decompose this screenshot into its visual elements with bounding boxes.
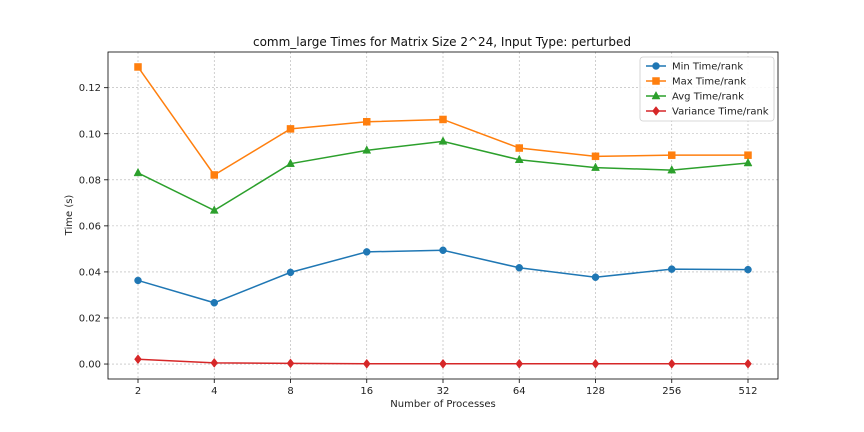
y-tick-label: 0.06 <box>79 221 101 232</box>
legend-label: Avg Time/rank <box>672 92 744 103</box>
data-point <box>515 264 523 272</box>
series-2 <box>134 63 752 179</box>
data-point <box>134 63 142 71</box>
legend-marker <box>652 106 660 116</box>
series-4 <box>134 354 752 369</box>
data-point <box>209 205 219 214</box>
chart-title: comm_large Times for Matrix Size 2^24, I… <box>253 35 631 49</box>
x-axis-label: Number of Processes <box>390 399 495 410</box>
data-point <box>363 248 371 256</box>
data-point <box>134 354 142 365</box>
series-group <box>133 63 753 369</box>
data-point <box>667 165 677 174</box>
data-point <box>133 167 143 177</box>
x-tick-label: 16 <box>360 386 373 397</box>
tick-group: 2 4 8 16 32 64 128 256 512 0.00 0.02 0.04 0.06 0.08 0.… <box>79 83 758 397</box>
data-point <box>743 157 753 167</box>
data-point <box>667 358 676 369</box>
data-point <box>514 154 524 164</box>
data-point <box>286 158 295 167</box>
data-point <box>438 136 448 145</box>
data-point <box>286 125 295 133</box>
data-point <box>439 246 447 255</box>
legend-label: Variance Time/rank <box>672 107 769 118</box>
series-1 <box>134 246 752 307</box>
x-tick-label: 2 <box>135 386 141 397</box>
data-point <box>439 115 447 124</box>
data-point <box>668 151 676 159</box>
data-point <box>286 268 295 277</box>
data-point <box>744 151 752 159</box>
y-tick-label: 0.08 <box>79 175 101 186</box>
x-tick-label: 64 <box>513 386 526 397</box>
legend-marker <box>652 62 660 70</box>
data-point <box>286 358 295 369</box>
y-tick-label: 0.12 <box>79 83 101 94</box>
x-tick-label: 128 <box>586 386 605 397</box>
legend-label: Max Time/rank <box>672 77 746 88</box>
data-point <box>439 358 447 369</box>
data-point <box>362 145 372 154</box>
grid <box>108 52 778 379</box>
x-tick-label: 256 <box>662 386 681 397</box>
legend-label: Min Time/rank <box>672 62 743 73</box>
legend: Min Time/rank Max Time/rank Avg Time/rank V… <box>639 56 775 122</box>
y-tick-label: 0.00 <box>79 360 101 371</box>
data-point <box>591 273 600 281</box>
x-tick-label: 32 <box>437 386 450 397</box>
x-tick-label: 4 <box>211 386 217 397</box>
legend-marker <box>651 90 661 100</box>
data-point <box>210 171 218 179</box>
data-point <box>668 265 676 273</box>
data-point <box>591 162 600 171</box>
data-point <box>591 152 600 161</box>
data-point <box>362 358 371 369</box>
data-point <box>744 265 752 274</box>
data-point <box>363 118 371 126</box>
y-tick-label: 0.04 <box>79 267 101 278</box>
x-tick-label: 512 <box>738 386 757 397</box>
data-point <box>210 299 218 307</box>
data-point <box>591 358 600 369</box>
y-axis-label: Time (s) <box>64 195 75 237</box>
data-point <box>210 357 219 368</box>
legend-marker <box>652 77 660 85</box>
x-tick-label: 8 <box>287 386 293 397</box>
data-point <box>744 358 752 369</box>
y-tick-label: 0.02 <box>79 313 101 324</box>
data-point <box>515 358 524 369</box>
data-point <box>515 144 523 152</box>
y-tick-label: 0.10 <box>79 129 101 140</box>
series-3 <box>133 136 753 214</box>
legend-box <box>639 56 775 122</box>
data-point <box>134 276 142 285</box>
